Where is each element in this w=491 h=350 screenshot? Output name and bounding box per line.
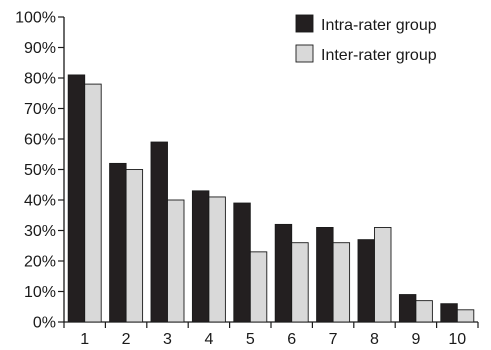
x-tick-label: 4 xyxy=(204,331,213,348)
bar-inter-1 xyxy=(84,83,102,323)
x-tick-label: 10 xyxy=(448,331,466,348)
bars xyxy=(67,74,475,323)
y-tick-label: 80% xyxy=(24,71,56,88)
y-tick-label: 90% xyxy=(24,40,56,57)
bar-intra-1 xyxy=(67,74,86,323)
bar-intra-8 xyxy=(357,239,375,323)
y-tick-label: 40% xyxy=(24,193,56,210)
y-tick-label: 70% xyxy=(24,101,56,118)
bar-intra-2 xyxy=(109,162,127,323)
bar-inter-6 xyxy=(291,242,309,323)
y-tick-label: 30% xyxy=(24,223,56,240)
bar-inter-10 xyxy=(456,309,475,323)
bar-intra-9 xyxy=(398,294,417,323)
x-tick-label: 6 xyxy=(287,331,296,348)
bar-inter-4 xyxy=(208,196,226,323)
bar-inter-9 xyxy=(415,300,433,323)
x-tick-label: 5 xyxy=(246,331,255,348)
bar-intra-4 xyxy=(191,190,210,323)
bar-intra-5 xyxy=(233,202,251,323)
bar-inter-7 xyxy=(332,242,351,323)
x-tick-label: 7 xyxy=(329,331,338,348)
y-tick-label: 0% xyxy=(33,315,56,332)
bar-inter-8 xyxy=(374,226,392,323)
bar-intra-10 xyxy=(440,303,458,323)
x-tick-label: 3 xyxy=(163,331,172,348)
bar-intra-6 xyxy=(274,223,293,323)
legend-swatch-intra xyxy=(295,14,314,33)
bar-inter-5 xyxy=(249,251,268,323)
legend-label-intra: Intra-rater group xyxy=(321,17,437,34)
x-tick-label: 9 xyxy=(411,331,420,348)
y-tick-label: 10% xyxy=(24,284,56,301)
x-tick-label: 8 xyxy=(370,331,379,348)
y-tick-label: 20% xyxy=(24,254,56,271)
legend-swatch-inter xyxy=(295,44,314,63)
legend: Intra-rater group Inter-rater group xyxy=(295,14,437,64)
x-tick-label: 1 xyxy=(80,331,89,348)
tick-labels: 0% 10% 20% 30% 40% 50% 60% 70% 80% 90% 100% 1 2 3 4 5 6 7… xyxy=(15,10,466,349)
legend-label-inter: Inter-rater group xyxy=(321,47,437,64)
bar-intra-3 xyxy=(150,141,168,323)
y-tick-label: 100% xyxy=(15,10,56,27)
x-tick-label: 2 xyxy=(122,331,131,348)
y-tick-label: 50% xyxy=(24,162,56,179)
bar-intra-7 xyxy=(316,226,334,323)
bar-inter-2 xyxy=(125,169,144,323)
y-tick-label: 60% xyxy=(24,132,56,149)
bar-inter-3 xyxy=(167,199,185,323)
